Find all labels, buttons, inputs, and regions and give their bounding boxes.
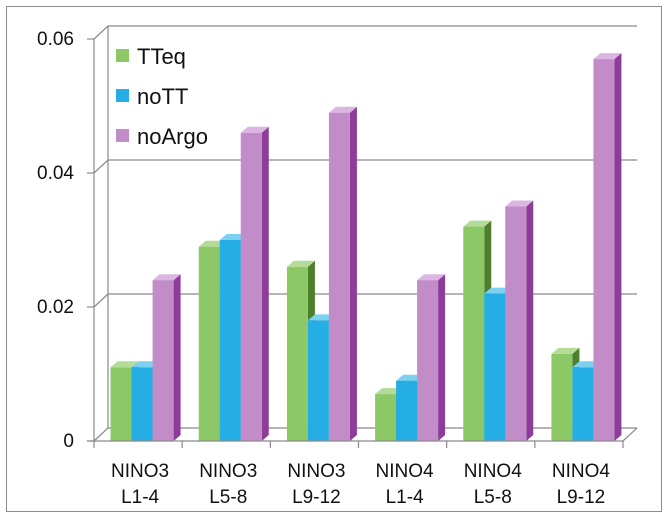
gridline bbox=[93, 159, 637, 174]
bar-noArgo-5 bbox=[593, 53, 622, 441]
legend-swatch-TTeq bbox=[116, 49, 129, 62]
x-category-label: NINO4 L5-8 bbox=[464, 461, 523, 508]
y-tick-label: 0 bbox=[63, 431, 74, 452]
bars bbox=[110, 53, 622, 442]
bar-noArgo-4 bbox=[505, 200, 534, 441]
x-category-label: NINO3 L1-4 bbox=[111, 461, 169, 508]
legend-swatch-noArgo bbox=[116, 129, 129, 142]
legend: TTeq noTT noArgo bbox=[116, 44, 208, 149]
legend-swatch-noTT bbox=[116, 89, 129, 102]
x-category-label: NINO4 L9-12 bbox=[552, 461, 611, 508]
bar-noArgo-1 bbox=[240, 126, 269, 442]
bar-noArgo-0 bbox=[152, 274, 181, 441]
x-category-labels: NINO3 L1-4 NINO3 L5-8 NINO3 L9-12 NINO4 L1-4 NIN… bbox=[111, 461, 610, 508]
x-category-label: NINO3 L9-12 bbox=[287, 461, 345, 508]
x-category-label: NINO4 L1-4 bbox=[376, 461, 435, 508]
y-tick-label: 0.02 bbox=[37, 297, 74, 318]
gridline bbox=[93, 25, 637, 40]
x-category-label: NINO3 L5-8 bbox=[199, 461, 257, 508]
y-tick-label: 0.04 bbox=[37, 163, 74, 184]
y-tick-label: 0.06 bbox=[37, 29, 74, 50]
bar-noArgo-3 bbox=[417, 274, 446, 441]
legend-label-TTeq: TTeq bbox=[137, 44, 186, 69]
legend-label-noTT: noTT bbox=[137, 84, 188, 109]
bar-noArgo-2 bbox=[328, 106, 357, 441]
legend-label-noArgo: noArgo bbox=[137, 124, 208, 149]
axes bbox=[87, 26, 638, 448]
y-tick-labels: 0 0.02 0.04 0.06 bbox=[37, 29, 74, 452]
